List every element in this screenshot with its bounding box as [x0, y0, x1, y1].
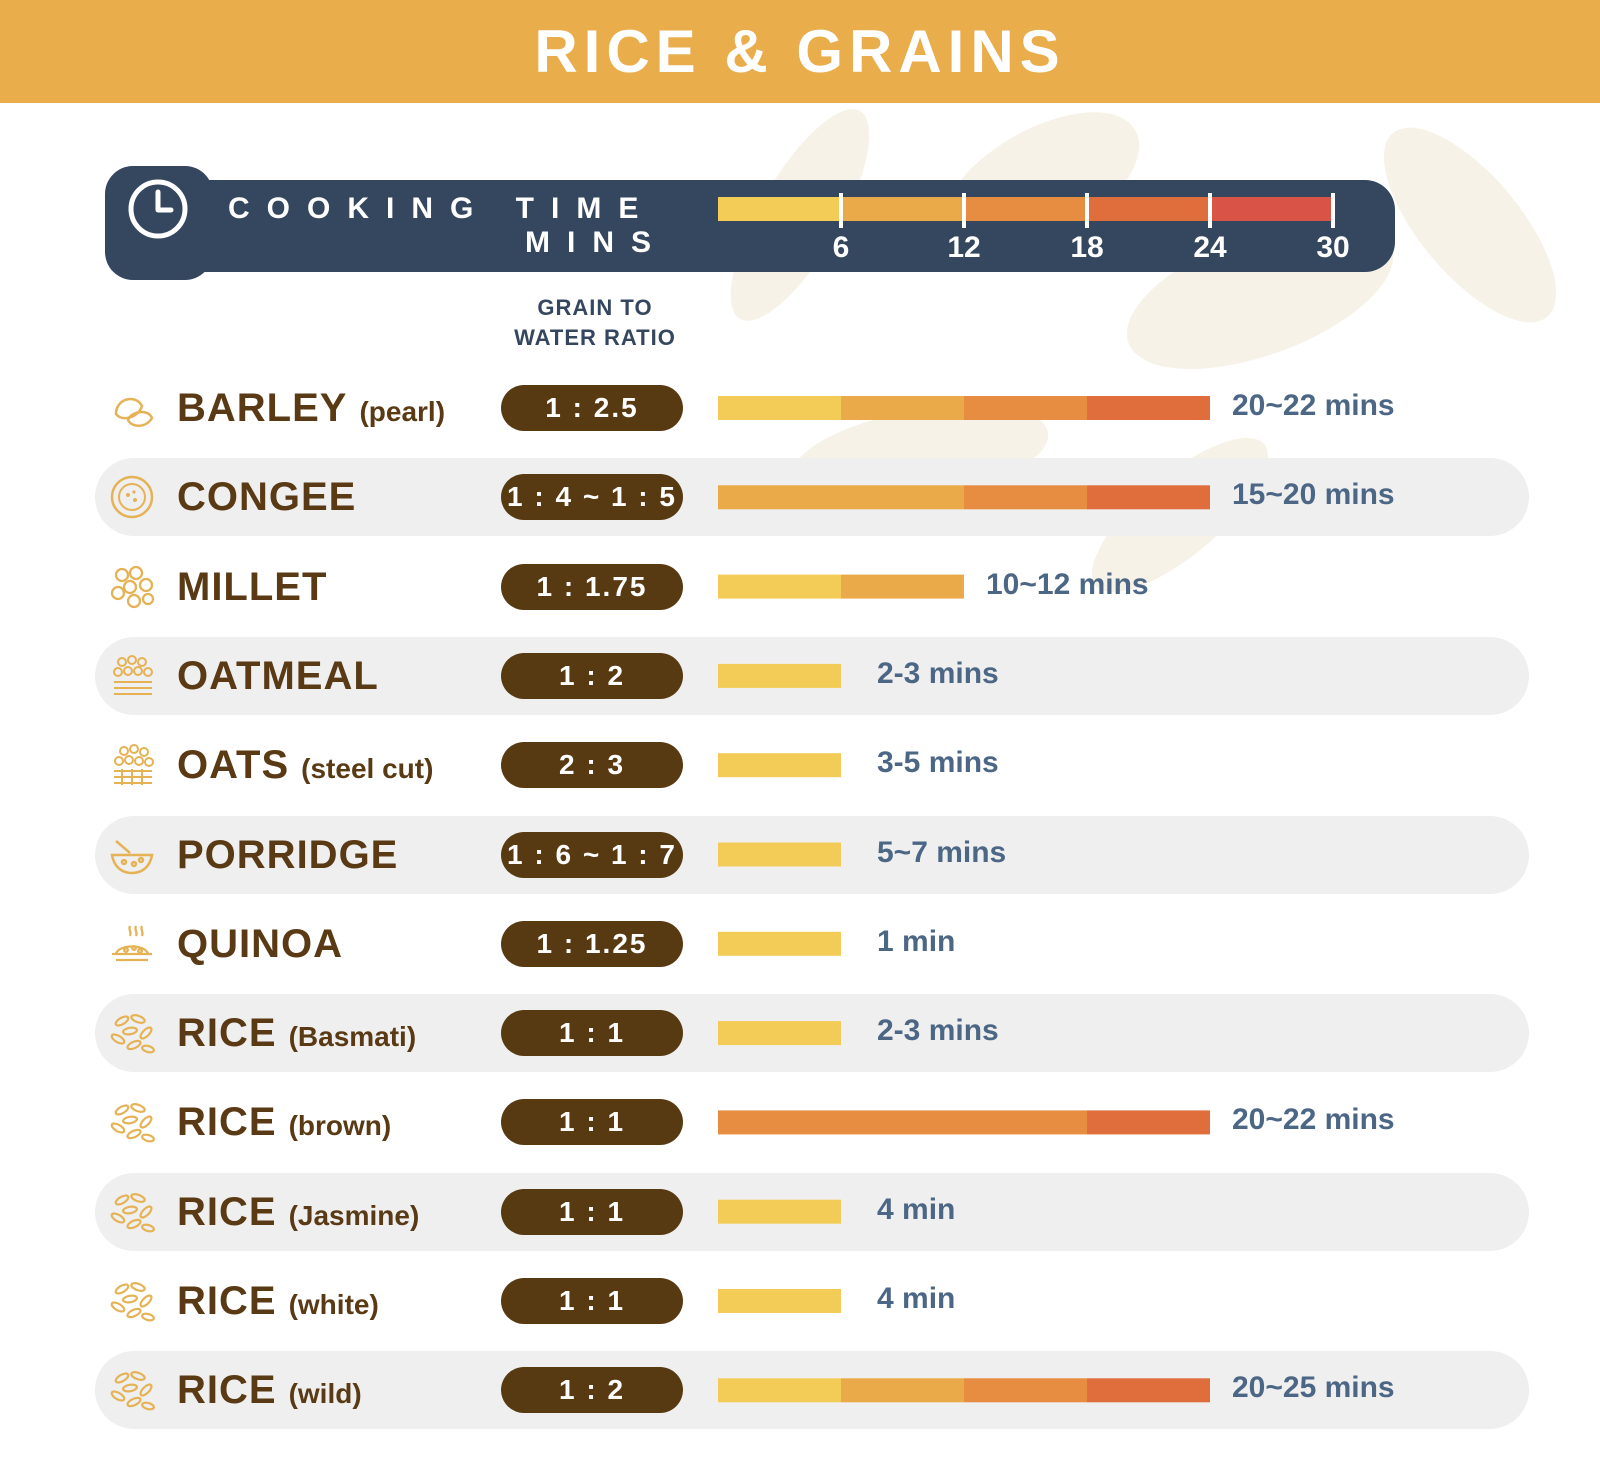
grain-name-qualifier: (Jasmine): [288, 1199, 420, 1231]
grain-name-main: CONGEE: [177, 475, 357, 520]
grain-name: CONGEE: [177, 458, 356, 536]
grain-row: MILLET 1 : 1.75: [95, 548, 1529, 626]
grain-name-main: RICE: [177, 1189, 277, 1234]
cooking-time-label: 15~20 mins: [1232, 478, 1395, 512]
grain-name-main: QUINOA: [177, 921, 343, 966]
grain-row: RICE (Jasmine) 1 : 1: [95, 1172, 1529, 1251]
grain-name-qualifier: (white): [288, 1289, 379, 1320]
water-ratio-pill: 1 : 2.5: [501, 385, 683, 431]
page-title: RICE & GRAINS: [534, 18, 1066, 85]
water-ratio-pill: 1 : 1: [501, 1188, 683, 1235]
cooking-time-label: 2-3 mins: [877, 1014, 999, 1048]
grain-row: RICE (brown) 1 : 1: [95, 1083, 1529, 1161]
title-banner: RICE & GRAINS: [0, 0, 1600, 103]
cooking-time-label: 20~22 mins: [1232, 1103, 1395, 1137]
grain-row: BARLEY (pearl) 1 : 2.5: [95, 369, 1529, 447]
barley-icon: [114, 397, 154, 427]
grain-row: RICE (Basmati) 1 : 1: [95, 994, 1529, 1073]
grain-name-main: BARLEY: [177, 386, 348, 430]
clock-icon: [128, 179, 188, 239]
grain-name: RICE (Jasmine): [177, 1173, 419, 1251]
grain-name: OATMEAL: [177, 637, 379, 715]
cooking-time-label: COOKING TIME: [228, 192, 656, 225]
grain-name-main: RICE: [177, 1368, 277, 1413]
grain-name-main: RICE: [177, 1279, 277, 1323]
cooking-time-label: 20~25 mins: [1232, 1371, 1395, 1405]
ratio-column-header: GRAIN TO WATER RATIO: [485, 293, 705, 353]
grain-row: OATMEAL 1 : 2: [95, 636, 1529, 715]
cooking-time-scale-bar: COOKING TIME MINS: [105, 166, 1395, 280]
rice-icon: [110, 1014, 155, 1054]
grain-name-qualifier: (brown): [288, 1110, 392, 1142]
water-ratio-pill: 1 : 1: [501, 1278, 683, 1324]
grain-name: QUINOA: [177, 905, 343, 983]
grain-row: PORRIDGE 1 : 6 ~ 1 : 7: [95, 815, 1529, 894]
grain-name-qualifier: (pearl): [359, 396, 446, 427]
cooking-time-unit: MINS: [525, 226, 668, 259]
cooking-time-label: 4 min: [877, 1192, 956, 1226]
water-ratio-pill: 1 : 1.75: [501, 563, 683, 610]
cooking-time-label: 2-3 mins: [877, 656, 999, 690]
water-ratio-pill: 1 : 4 ~ 1 : 5: [501, 474, 683, 521]
cooking-time-label: 1 min: [877, 924, 956, 958]
grain-name: MILLET: [177, 548, 327, 626]
grain-name-main: OATMEAL: [177, 653, 379, 698]
cooking-time-label: 10~12 mins: [986, 567, 1149, 601]
oats-icon: [114, 744, 154, 786]
water-ratio-pill: 1 : 1: [501, 1099, 683, 1146]
grain-name: BARLEY (pearl): [177, 369, 445, 447]
rice-icon: [110, 1192, 155, 1233]
grain-name-main: RICE: [177, 1100, 277, 1145]
grain-name-qualifier: (steel cut): [301, 753, 434, 785]
ratio-header-line-2: WATER RATIO: [514, 325, 676, 350]
grain-name-qualifier: (Basmati): [288, 1021, 417, 1053]
grain-name-qualifier: (wild): [288, 1378, 362, 1410]
water-ratio-pill: 1 : 2: [501, 1367, 683, 1414]
cooking-time-label: 3-5 mins: [877, 746, 999, 780]
water-ratio-pill: 1 : 6 ~ 1 : 7: [501, 831, 683, 878]
rice-icon: [110, 1282, 155, 1322]
ratio-header-line-1: GRAIN TO: [537, 295, 653, 320]
congee-bowl-icon: [110, 476, 154, 519]
rice-icon: [110, 1103, 155, 1143]
grain-name: RICE (Basmati): [177, 994, 416, 1072]
grain-name-main: RICE: [177, 1011, 277, 1056]
grain-name: OATS (steel cut): [177, 726, 433, 804]
water-ratio-pill: 2 : 3: [501, 742, 683, 789]
grain-name: RICE (brown): [177, 1083, 391, 1161]
cooking-time-label: 5~7 mins: [877, 835, 1007, 869]
grain-name: RICE (white): [177, 1262, 379, 1340]
oatmeal-icon: [113, 654, 153, 695]
grain-row: QUINOA 1 : 1.25: [95, 905, 1529, 983]
clock-badge: [105, 166, 213, 280]
grain-name-main: OATS: [177, 743, 290, 788]
porridge-bowl-icon: [110, 839, 154, 874]
cooking-time-label: 20~22 mins: [1232, 389, 1395, 422]
grain-row: RICE (white) 1 : 1: [95, 1262, 1529, 1340]
millet-icon: [110, 565, 155, 608]
water-ratio-pill: 1 : 1: [501, 1010, 683, 1057]
grain-name: PORRIDGE: [177, 816, 398, 894]
grain-row: OATS (steel cut) 2 : 3: [95, 726, 1529, 804]
quinoa-plate-icon: [112, 925, 152, 961]
water-ratio-pill: 1 : 2: [501, 652, 683, 699]
grain-name-main: PORRIDGE: [177, 832, 399, 877]
cooking-time-label: 4 min: [877, 1282, 956, 1315]
grain-name: RICE (wild): [177, 1351, 362, 1429]
rice-icon: [110, 1371, 155, 1411]
grain-name-main: MILLET: [177, 564, 328, 609]
water-ratio-pill: 1 : 1.25: [501, 920, 683, 967]
